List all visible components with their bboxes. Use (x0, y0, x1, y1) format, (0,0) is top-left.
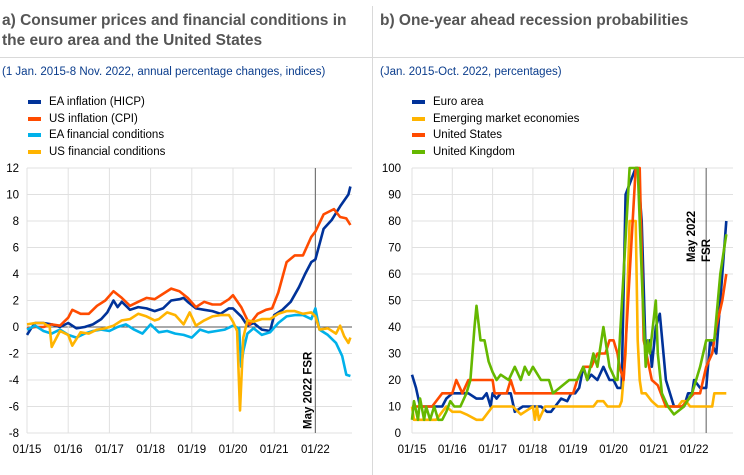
x-tick-label: 01/17 (478, 444, 507, 456)
legend-label: US inflation (CPI) (49, 112, 138, 125)
x-tick-label: 01/16 (54, 444, 83, 456)
legend-swatch (412, 100, 425, 105)
panel-a-title: a) Consumer prices and financial conditi… (2, 11, 347, 51)
y-tick-label: 10 (388, 402, 401, 414)
x-tick-label: 01/20 (219, 444, 248, 456)
x-tick-label: 01/21 (260, 444, 289, 456)
legend-swatch (412, 116, 425, 121)
y-tick-label: 0 (13, 322, 19, 334)
panel-b: b) One-year ahead recession probabilitie… (372, 0, 744, 475)
legend-swatch (28, 116, 41, 121)
panel-b-legend: Euro area Emerging market economies United… (412, 94, 579, 160)
chart-b: 0 10 20 30 40 50 60 70 80 90 100 01/15 01/16 01/17 01/… (382, 163, 733, 456)
panel-a-subtitle: (1 Jan. 2015-8 Nov. 2022, annual percent… (2, 66, 326, 78)
legend-item: EA financial conditions (28, 127, 165, 144)
x-tick-label: 01/17 (95, 444, 124, 456)
x-tick-label: 01/18 (519, 444, 548, 456)
legend-label: Emerging market economies (433, 112, 580, 125)
x-tick-label: 01/16 (438, 444, 467, 456)
y-tick-label: 6 (13, 243, 19, 255)
series-line-us-financial-conditions (26, 309, 352, 412)
legend-swatch (28, 149, 41, 154)
y-tick-label: 70 (388, 243, 401, 255)
y-tick-label: 30 (388, 349, 401, 361)
y-tick-label: 0 (395, 428, 401, 440)
panel-a-title-line1: a) Consumer prices and financial conditi… (2, 12, 347, 29)
legend-label: United Kingdom (433, 145, 515, 158)
y-tick-label: 20 (388, 375, 401, 387)
legend-item: United States (412, 127, 579, 144)
panel-a-legend: EA inflation (HICP) US inflation (CPI) EA … (28, 94, 165, 160)
legend-label: Euro area (433, 96, 484, 109)
panel-b-subtitle: (Jan. 2015-Oct. 2022, percentages) (380, 66, 562, 78)
legend-item: US financial conditions (28, 144, 165, 161)
panel-b-title: b) One-year ahead recession probabilitie… (380, 11, 688, 31)
legend-label: US financial conditions (49, 145, 166, 158)
y-tick-label: 12 (6, 163, 19, 175)
legend-item: Emerging market economies (412, 111, 579, 128)
legend-swatch (28, 100, 41, 105)
fsr-annotation-line2: FSR (701, 238, 713, 262)
y-tick-label: 4 (13, 269, 20, 281)
panel-b-divider (372, 57, 744, 58)
x-tick-label: 01/20 (599, 444, 628, 456)
x-tick-label: 01/22 (680, 444, 709, 456)
series-line-united-kingdom (410, 166, 728, 422)
panel-a-title-line2: the euro area and the United States (2, 32, 263, 49)
legend-swatch (412, 149, 425, 154)
x-tick-label: 01/19 (559, 444, 588, 456)
legend-item: US inflation (CPI) (28, 111, 165, 128)
y-tick-label: 100 (382, 163, 401, 175)
series-line-us-inflation-cpi (26, 207, 352, 330)
x-tick-label: 01/18 (136, 444, 165, 456)
x-tick-label: 01/15 (398, 444, 427, 456)
legend-item: EA inflation (HICP) (28, 94, 165, 111)
y-tick-label: 10 (6, 190, 19, 202)
y-tick-label: -6 (9, 402, 19, 414)
y-tick-label: 80 (388, 216, 401, 228)
series-line-united-states (412, 166, 728, 408)
panel-b-title-line1: b) One-year ahead recession probabilitie… (380, 12, 689, 29)
y-tick-label: 8 (13, 216, 19, 228)
x-tick-label: 01/19 (177, 444, 206, 456)
y-tick-label: 60 (388, 269, 401, 281)
chart-a: -8 -6 -4 -2 0 2 4 6 8 10 12 01/15 01/16 01/17 01/18 01/… (6, 163, 352, 456)
panel-a-divider (0, 57, 372, 58)
x-tick-label: 01/22 (301, 444, 330, 456)
legend-swatch (28, 133, 41, 138)
y-tick-label: 2 (13, 296, 19, 308)
panel-a: a) Consumer prices and financial conditi… (0, 11, 372, 160)
y-tick-label: -8 (9, 428, 19, 440)
panel-separator (372, 6, 373, 475)
x-tick-label: 01/15 (13, 444, 42, 456)
legend-label: EA inflation (HICP) (49, 96, 145, 109)
y-tick-label: -2 (9, 349, 19, 361)
fsr-annotation: May 2022 FSR (302, 351, 314, 429)
legend-swatch (412, 133, 425, 138)
legend-item: Euro area (412, 94, 579, 111)
series-line-ea-inflation-hicp (25, 186, 352, 336)
y-tick-label: -4 (9, 375, 20, 387)
legend-item: United Kingdom (412, 144, 579, 161)
legend-label: EA financial conditions (49, 129, 165, 142)
legend-label: United States (433, 129, 503, 142)
y-tick-label: 40 (388, 322, 401, 334)
fsr-annotation-line1: May 2022 (686, 211, 698, 262)
y-tick-label: 50 (388, 296, 401, 308)
series-line-emerging-market-economies (410, 219, 727, 422)
y-tick-label: 90 (388, 190, 401, 202)
series-line-euro-area (410, 166, 728, 414)
x-tick-label: 01/21 (639, 444, 668, 456)
